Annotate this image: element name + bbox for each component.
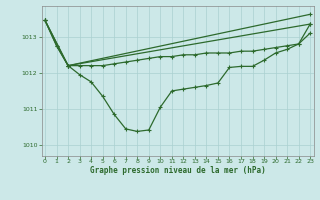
X-axis label: Graphe pression niveau de la mer (hPa): Graphe pression niveau de la mer (hPa) <box>90 166 266 175</box>
